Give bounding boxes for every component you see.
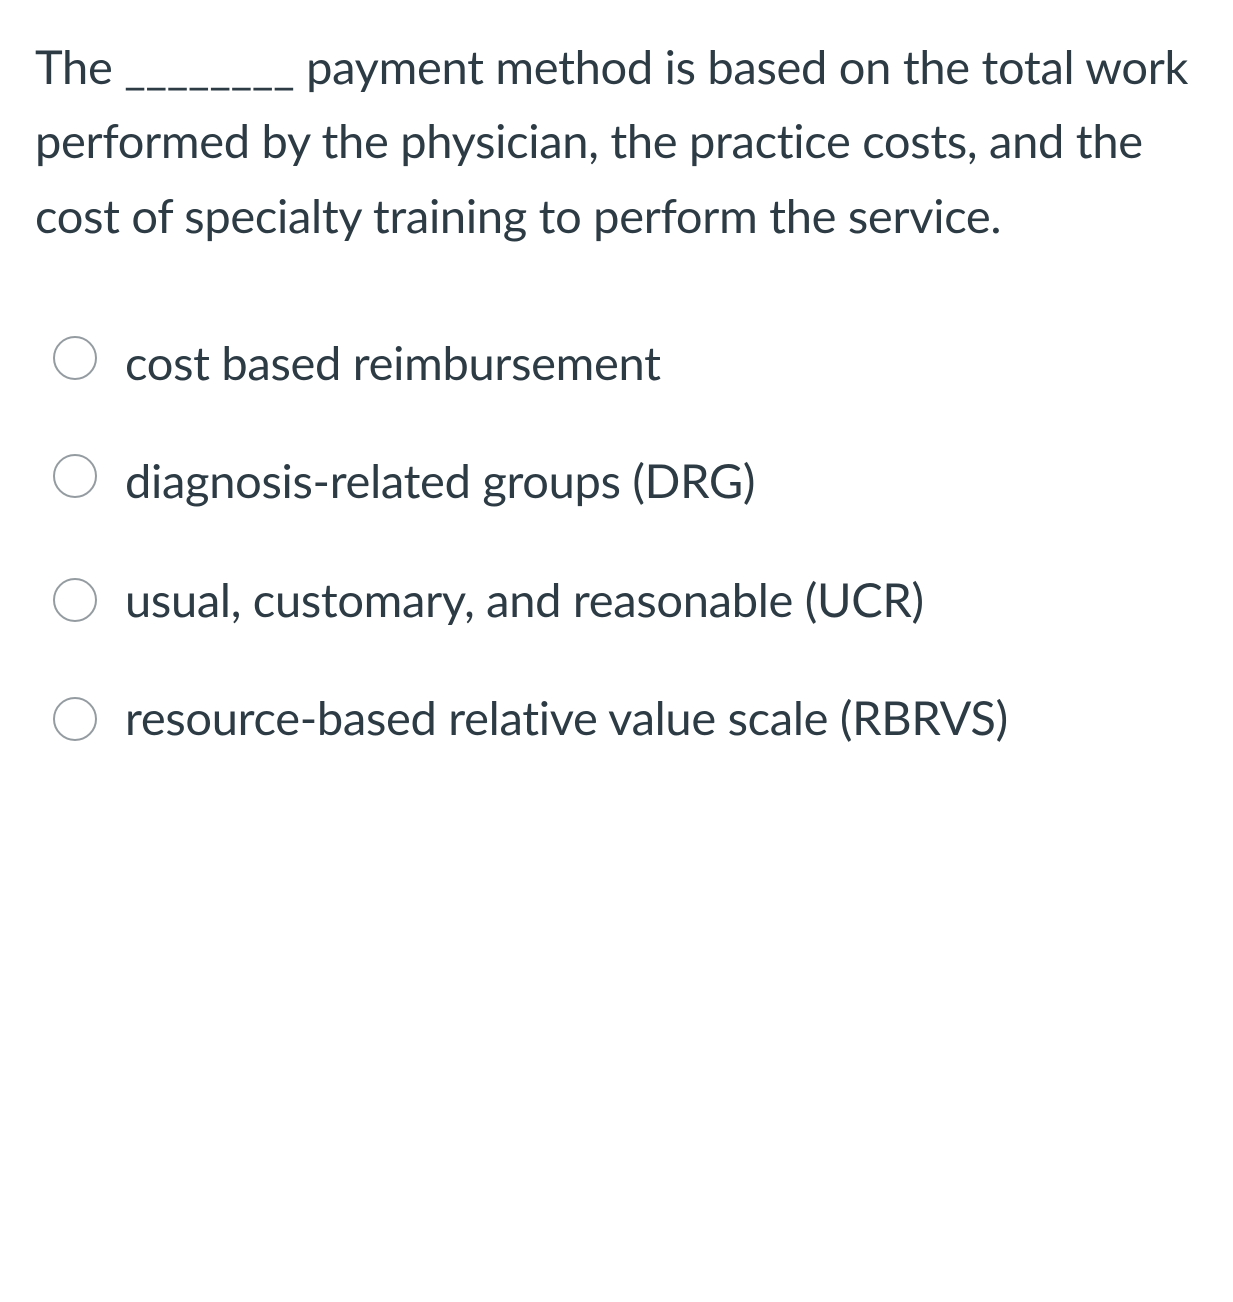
option-0[interactable]: cost based reimbursement [53,328,1198,399]
radio-icon[interactable] [53,454,97,498]
option-label: usual, customary, and reasonable (UCR) [125,565,924,636]
option-label: cost based reimbursement [125,328,661,399]
radio-icon[interactable] [53,336,97,380]
radio-icon[interactable] [53,578,97,622]
option-2[interactable]: usual, customary, and reasonable (UCR) [53,565,1198,636]
option-label: diagnosis-related groups (DRG) [125,446,755,517]
radio-icon[interactable] [53,697,97,741]
option-label: resource-based relative value scale (RBR… [125,683,1008,754]
question-text: The ________ payment method is based on … [35,30,1198,253]
option-1[interactable]: diagnosis-related groups (DRG) [53,446,1198,517]
option-3[interactable]: resource-based relative value scale (RBR… [53,683,1198,754]
options-container: cost based reimbursement diagnosis-relat… [35,328,1198,754]
